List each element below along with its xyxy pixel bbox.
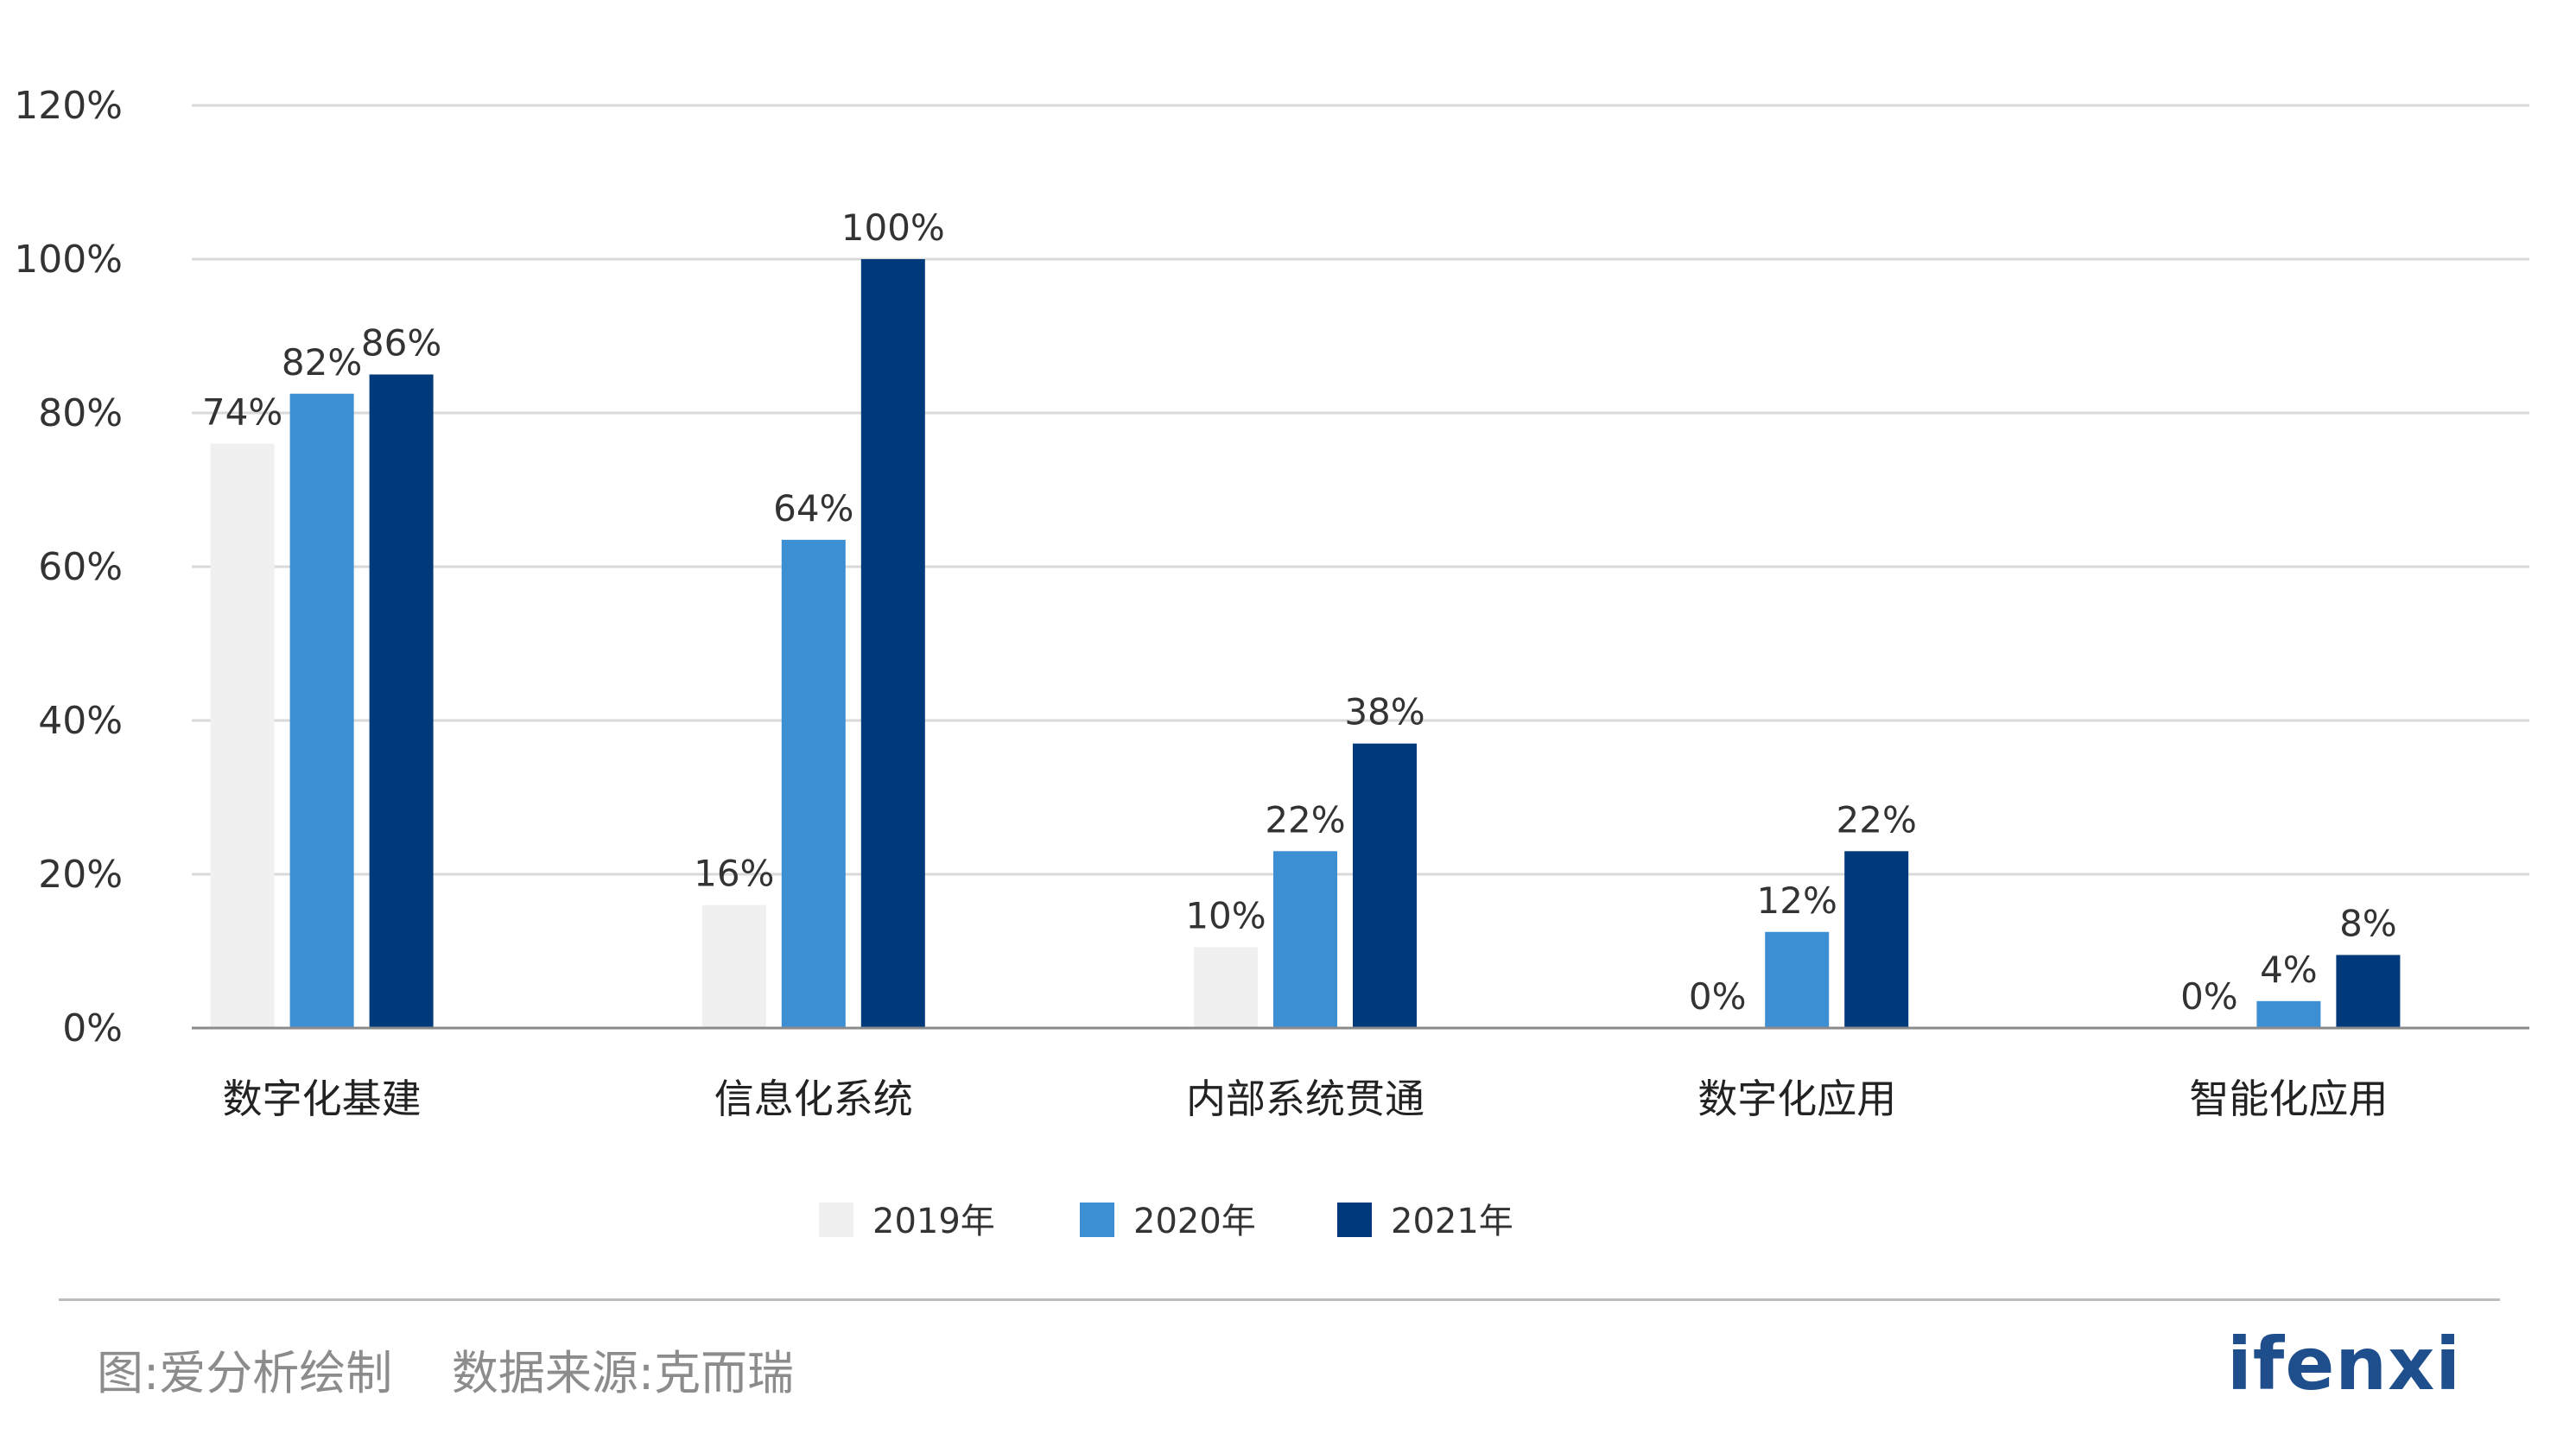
data-label: 22%: [1837, 798, 1917, 841]
data-label: 82%: [282, 341, 362, 384]
category-label: 智能化应用: [2189, 1076, 2388, 1122]
data-label: 8%: [2339, 902, 2397, 944]
y-tick-label: 20%: [38, 853, 123, 897]
y-tick-label: 80%: [38, 391, 123, 435]
legend: 2019年 2020年 2021年: [819, 1202, 1513, 1241]
bar-chart: 0% 20% 40% 60% 80% 100% 120% 74%82%86% 16% 64% 10…: [14, 84, 2529, 1241]
legend-label: 2019年: [872, 1202, 995, 1241]
y-tick-label: 40%: [38, 699, 123, 743]
data-label: 22%: [1265, 798, 1345, 841]
category-label: 数字化应用: [1697, 1076, 1896, 1122]
bars: [210, 259, 2401, 1028]
y-tick-label: 120%: [14, 84, 123, 128]
data-label: 12%: [1757, 879, 1837, 922]
bar: [1765, 931, 1830, 1028]
bar: [1353, 743, 1417, 1028]
ifenxi-logo: ifenxi: [2227, 1322, 2462, 1406]
category-labels: 数字化基建 信息化系统 内部系统贯通 数字化应用 智能化应用: [223, 1076, 2389, 1122]
data-label: 0%: [2180, 975, 2238, 1018]
bar: [1273, 851, 1337, 1028]
y-axis-ticks: 0% 20% 40% 60% 80% 100% 120%: [14, 84, 123, 1050]
data-labels: 74%82%86%16%64%100%10%22%38%0%12%22%0%4%…: [202, 206, 2397, 1018]
category-label: 信息化系统: [714, 1076, 913, 1122]
bar: [210, 443, 275, 1028]
legend-swatch: [819, 1203, 853, 1237]
category-label: 数字化基建: [223, 1076, 422, 1122]
data-label: 4%: [2260, 949, 2318, 991]
y-tick-label: 0%: [62, 1006, 123, 1050]
legend-label: 2021年: [1391, 1202, 1513, 1241]
bar: [701, 904, 766, 1028]
legend-swatch: [1080, 1203, 1114, 1237]
y-tick-label: 60%: [38, 545, 123, 589]
data-label: 16%: [694, 853, 774, 895]
bar: [2336, 955, 2401, 1028]
bar: [369, 374, 434, 1028]
legend-label: 2020年: [1133, 1202, 1256, 1241]
bar: [1844, 851, 1909, 1028]
gridlines: [192, 104, 2529, 876]
footer-divider: [59, 1298, 2500, 1301]
bar: [781, 539, 846, 1028]
bar: [2256, 1000, 2321, 1028]
bar: [289, 393, 354, 1028]
data-label: 10%: [1185, 895, 1266, 937]
bar: [1194, 947, 1258, 1028]
data-label: 0%: [1689, 975, 1747, 1018]
source-note: 图:爱分析绘制 数据来源:克而瑞: [97, 1346, 795, 1400]
data-label: 38%: [1344, 691, 1424, 733]
category-label: 内部系统贯通: [1186, 1076, 1424, 1122]
data-label: 64%: [773, 487, 853, 530]
data-label: 100%: [841, 206, 945, 249]
legend-swatch: [1337, 1203, 1372, 1237]
data-label: 86%: [361, 322, 441, 365]
bar: [860, 259, 925, 1028]
y-tick-label: 100%: [14, 238, 123, 282]
data-label: 74%: [202, 391, 282, 434]
